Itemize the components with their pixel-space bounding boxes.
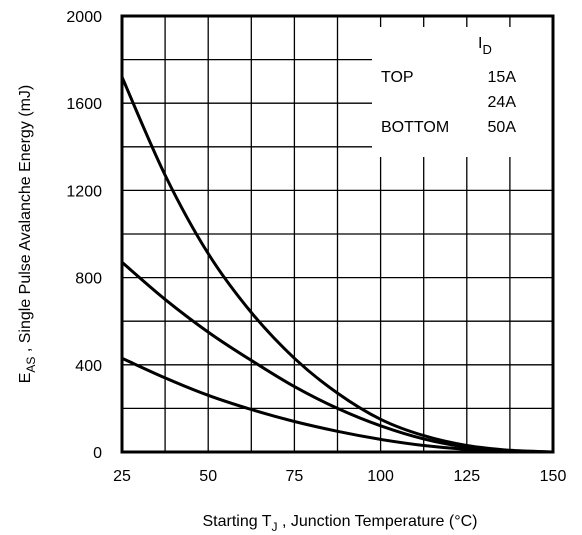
y-tick-label: 0: [93, 445, 102, 462]
series-lines: [120, 76, 554, 454]
legend-header-subscript: D: [482, 42, 491, 57]
x-tick-label: 25: [113, 468, 131, 485]
y-tick-label: 2000: [66, 9, 102, 26]
x-axis-title-prefix: Starting T: [202, 513, 271, 530]
legend-row-value: 15A: [488, 69, 517, 86]
x-tick-label: 100: [367, 468, 394, 485]
legend-background: [372, 27, 552, 157]
x-tick-labels: 25 50 75 100 125 150: [113, 468, 566, 485]
y-tick-label: 1600: [66, 96, 102, 113]
y-tick-label: 400: [75, 358, 102, 375]
x-tick-label: 125: [453, 468, 480, 485]
x-axis-title-suffix: , Junction Temperature (°C): [278, 513, 478, 530]
legend-header-main: I: [478, 35, 482, 52]
plot-frame: [120, 14, 555, 454]
x-tick-label: 150: [540, 468, 567, 485]
series-line: [121, 356, 554, 454]
legend: ID TOP 15A 24A BOTTOM 50A: [381, 35, 516, 136]
y-tick-label: 800: [75, 271, 102, 288]
legend-row-label: BOTTOM: [381, 119, 449, 136]
y-tick-label: 1200: [66, 183, 102, 200]
legend-row-label: TOP: [381, 69, 414, 86]
legend-row-value: 24A: [488, 94, 517, 111]
y-tick-labels: 0 400 800 1200 1600 2000: [66, 9, 102, 462]
y-axis-title-subscript: AS: [24, 357, 38, 373]
y-axis-title: EAS , Single Pulse Avalanche Energy (mJ): [17, 85, 38, 384]
x-tick-label: 50: [199, 468, 217, 485]
x-tick-label: 75: [286, 468, 304, 485]
legend-row-value: 50A: [488, 119, 517, 136]
x-axis-title: Starting TJ , Junction Temperature (°C): [202, 513, 477, 534]
x-axis-title-subscript: J: [272, 520, 278, 534]
legend-header: ID: [478, 35, 492, 57]
y-axis-title-prefix: E: [17, 373, 34, 384]
y-axis-title-suffix: , Single Pulse Avalanche Energy (mJ): [17, 85, 34, 357]
